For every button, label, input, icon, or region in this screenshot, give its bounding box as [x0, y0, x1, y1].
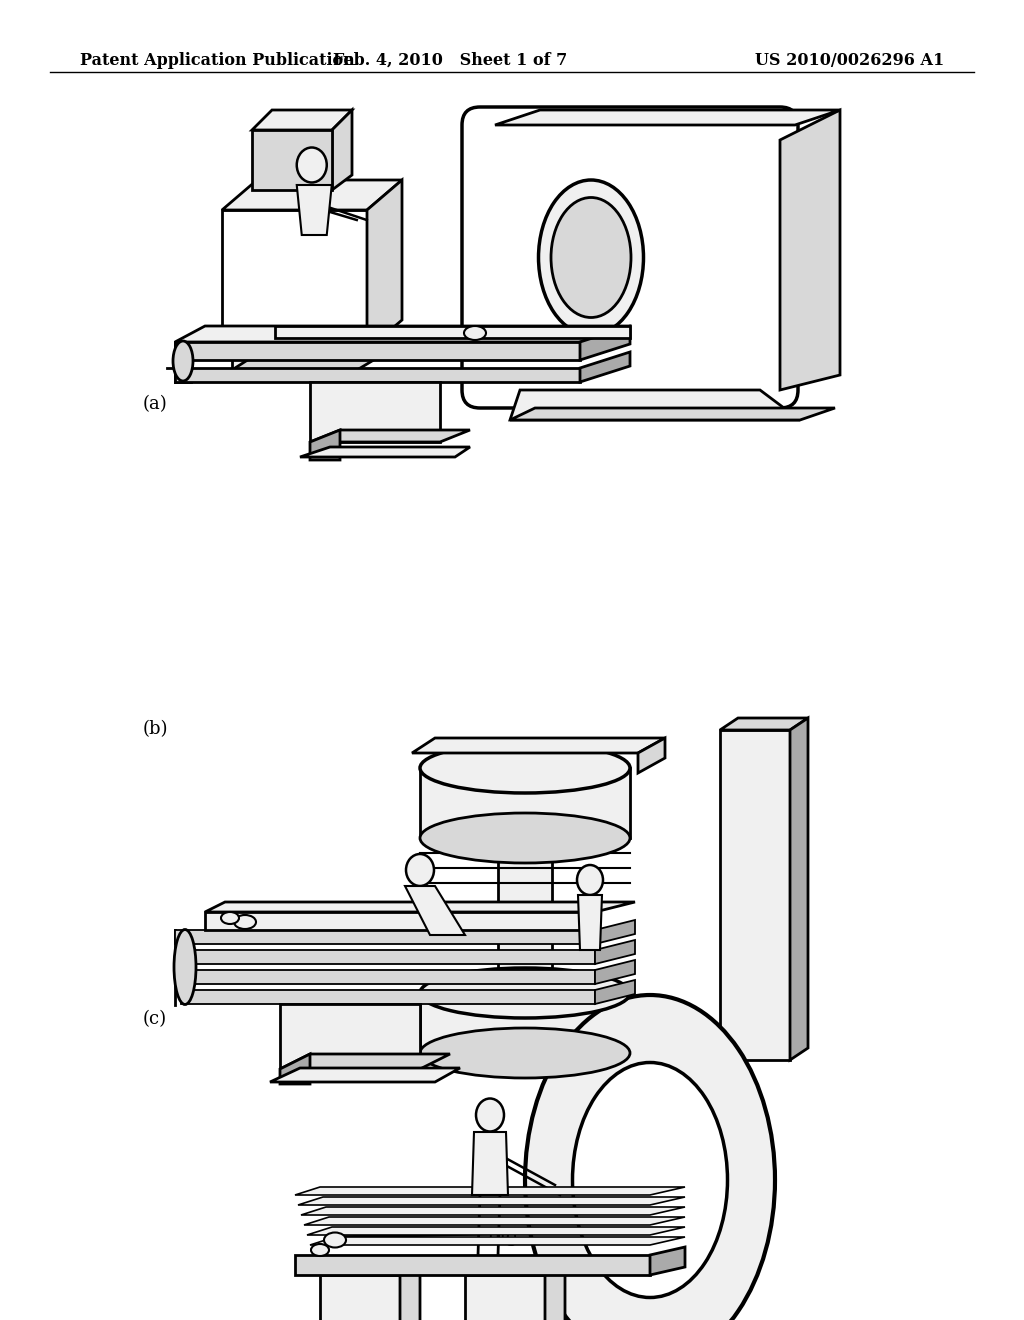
Polygon shape: [280, 1053, 310, 1084]
Text: Patent Application Publication: Patent Application Publication: [80, 51, 354, 69]
Polygon shape: [332, 110, 352, 190]
Text: (a): (a): [142, 395, 167, 413]
Polygon shape: [595, 979, 635, 1005]
Polygon shape: [650, 1247, 685, 1275]
Text: Feb. 4, 2010   Sheet 1 of 7: Feb. 4, 2010 Sheet 1 of 7: [333, 51, 567, 69]
Polygon shape: [232, 350, 357, 370]
Polygon shape: [545, 1267, 565, 1320]
Polygon shape: [295, 1187, 685, 1195]
Ellipse shape: [174, 929, 196, 1005]
Polygon shape: [638, 738, 665, 774]
Polygon shape: [181, 990, 595, 1005]
Polygon shape: [304, 1217, 685, 1225]
Polygon shape: [175, 368, 580, 381]
Polygon shape: [406, 886, 465, 935]
Text: (c): (c): [143, 1010, 167, 1028]
Polygon shape: [300, 447, 470, 457]
FancyBboxPatch shape: [462, 107, 798, 408]
Ellipse shape: [420, 813, 630, 863]
Polygon shape: [420, 768, 630, 838]
Polygon shape: [510, 408, 835, 420]
Polygon shape: [298, 1197, 685, 1205]
Polygon shape: [580, 352, 630, 381]
Ellipse shape: [572, 1063, 727, 1298]
Text: Fig.1: Fig.1: [486, 1228, 538, 1246]
Polygon shape: [720, 718, 808, 730]
Polygon shape: [270, 1068, 460, 1082]
Polygon shape: [495, 110, 840, 125]
Polygon shape: [465, 1275, 545, 1320]
Ellipse shape: [173, 341, 193, 381]
Polygon shape: [301, 1206, 685, 1214]
Polygon shape: [280, 1005, 420, 1069]
Polygon shape: [595, 940, 635, 964]
Ellipse shape: [234, 915, 256, 929]
Polygon shape: [310, 381, 440, 442]
Polygon shape: [595, 920, 635, 944]
Polygon shape: [175, 342, 580, 360]
Text: US 2010/0026296 A1: US 2010/0026296 A1: [755, 51, 944, 69]
Ellipse shape: [420, 743, 630, 793]
Ellipse shape: [464, 326, 486, 341]
Ellipse shape: [311, 1243, 329, 1257]
Polygon shape: [179, 970, 595, 983]
Polygon shape: [252, 129, 332, 190]
Polygon shape: [720, 730, 790, 1060]
Polygon shape: [177, 950, 595, 964]
Polygon shape: [510, 389, 800, 420]
Polygon shape: [295, 1255, 650, 1275]
Ellipse shape: [551, 198, 631, 318]
Polygon shape: [498, 838, 552, 1018]
Polygon shape: [205, 902, 635, 912]
Ellipse shape: [525, 995, 775, 1320]
Polygon shape: [275, 326, 630, 338]
Polygon shape: [222, 210, 367, 350]
Polygon shape: [400, 1267, 420, 1320]
Polygon shape: [310, 430, 470, 442]
Polygon shape: [232, 352, 387, 370]
Ellipse shape: [539, 180, 643, 335]
Polygon shape: [175, 326, 630, 342]
Polygon shape: [412, 738, 665, 752]
Polygon shape: [310, 1237, 685, 1245]
Polygon shape: [205, 912, 595, 931]
Text: (b): (b): [142, 719, 168, 738]
Polygon shape: [595, 960, 635, 983]
Ellipse shape: [577, 865, 603, 895]
Polygon shape: [222, 180, 402, 210]
Polygon shape: [307, 1228, 685, 1236]
Ellipse shape: [406, 854, 434, 886]
Ellipse shape: [420, 1028, 630, 1078]
Polygon shape: [367, 180, 402, 350]
Ellipse shape: [420, 968, 630, 1018]
Ellipse shape: [221, 912, 239, 924]
Polygon shape: [319, 1275, 400, 1320]
Polygon shape: [580, 326, 630, 360]
Polygon shape: [310, 430, 340, 459]
Polygon shape: [297, 185, 332, 235]
Polygon shape: [280, 1053, 450, 1069]
Polygon shape: [472, 1133, 508, 1195]
Polygon shape: [175, 931, 595, 944]
Polygon shape: [790, 718, 808, 1060]
Polygon shape: [780, 110, 840, 389]
Polygon shape: [578, 895, 602, 950]
Polygon shape: [252, 110, 352, 129]
Ellipse shape: [476, 1098, 504, 1131]
Ellipse shape: [324, 1233, 346, 1247]
Ellipse shape: [297, 148, 327, 182]
Polygon shape: [420, 993, 630, 1053]
